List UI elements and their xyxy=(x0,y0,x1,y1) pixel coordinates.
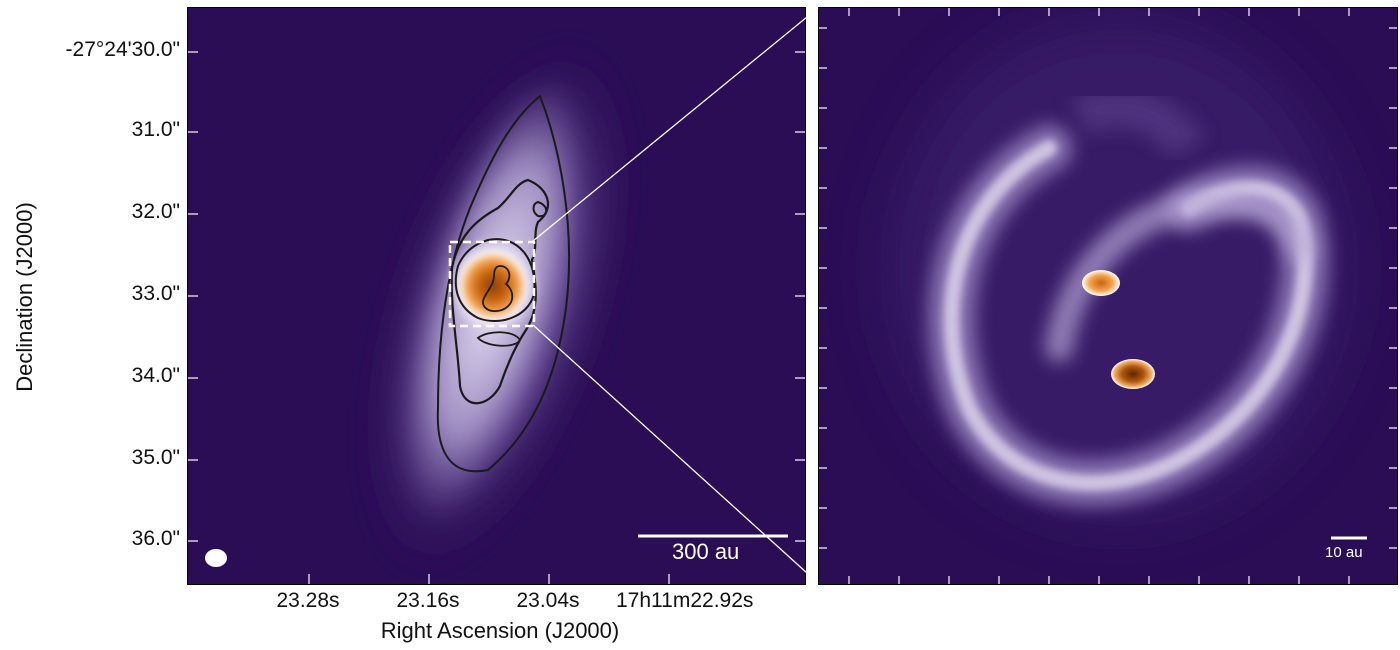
y-tick-label-2: 31.0" xyxy=(131,118,180,141)
y-tick-label-7: 36.0" xyxy=(131,527,180,550)
x-tick-label-2: 23.16s xyxy=(396,589,460,612)
lower-contour-blob xyxy=(476,331,522,347)
outer-spiral-arm-bright xyxy=(943,140,1313,491)
left-image-panel: 300 au xyxy=(187,7,806,585)
orange-peak xyxy=(461,254,525,318)
y-tick-label-1: -27°24'30.0" xyxy=(65,38,180,61)
core-contour xyxy=(454,238,536,322)
right-panel-ticks xyxy=(819,8,1397,584)
faint-upper-arc xyxy=(1070,88,1205,161)
scalebar-label-right: 10 au xyxy=(1325,544,1363,561)
y-tick-label-4: 33.0" xyxy=(131,282,180,305)
x-axis-title: Right Ascension (J2000) xyxy=(380,618,620,643)
y-tick-label-3: 32.0" xyxy=(131,200,180,223)
y-axis-title: Declination (J2000) xyxy=(12,202,37,392)
beam-ellipse xyxy=(205,549,227,567)
peak-contour xyxy=(482,265,514,312)
scalebar-label-left: 300 au xyxy=(672,539,740,564)
y-tick-label-5: 34.0" xyxy=(131,364,180,387)
source-2 xyxy=(1111,359,1155,389)
source-1 xyxy=(1082,270,1120,296)
y-tick-label-6: 35.0" xyxy=(131,446,180,469)
x-tick-label-1: 23.28s xyxy=(276,589,340,612)
zoom-region-box xyxy=(448,240,536,328)
x-tick-label-4: 17h11m22.92s xyxy=(616,589,754,612)
outer-contour xyxy=(436,94,571,473)
inner-spiral-arm xyxy=(1045,188,1315,362)
x-tick-label-3: 23.04s xyxy=(516,589,580,612)
right-image-svg xyxy=(819,8,1397,584)
right-image-panel: 10 au xyxy=(818,7,1398,585)
left-image-svg xyxy=(188,8,805,584)
